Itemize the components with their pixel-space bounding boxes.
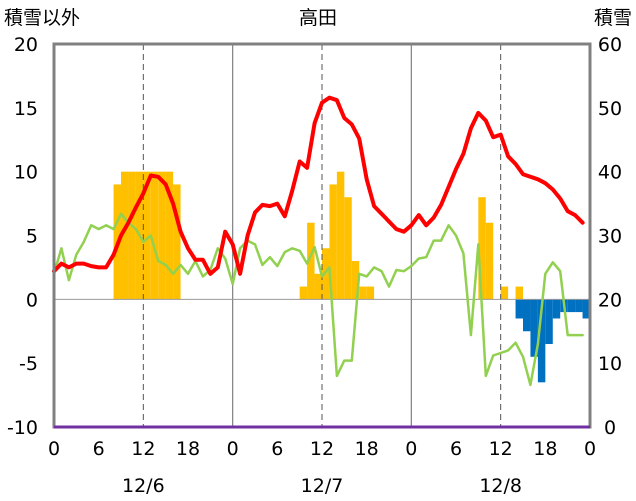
right-tick-label: 40 (598, 162, 622, 184)
orange-bar (121, 171, 129, 300)
orange-bar (478, 197, 486, 300)
x-tick-label: 18 (533, 438, 557, 460)
orange-bar (299, 286, 308, 300)
x-tick-label: 6 (93, 438, 105, 460)
blue-bar (582, 299, 590, 319)
left-tick-label: -5 (19, 353, 38, 375)
frame-layer (52, 42, 592, 429)
x-tick-label: 12 (489, 438, 513, 460)
day-label: 12/7 (301, 475, 344, 497)
blue-bar (537, 299, 546, 383)
orange-bar (329, 184, 337, 300)
orange-bar (351, 261, 360, 300)
x-tick-label: 12 (131, 438, 155, 460)
orange-bar (359, 286, 367, 300)
left-tick-label: 0 (26, 289, 38, 311)
blue-bar (523, 299, 531, 332)
blue-bar (575, 299, 583, 313)
right-tick-label: 0 (604, 417, 616, 439)
orange-bar (344, 197, 352, 300)
day-label: 12/8 (479, 475, 522, 497)
day-label: 12/6 (122, 475, 165, 497)
x-tick-label: 0 (584, 438, 596, 460)
orange-bar (336, 171, 345, 300)
x-tick-label: 0 (405, 438, 417, 460)
x-tick-label: 0 (48, 438, 60, 460)
left-tick-label: 10 (14, 162, 38, 184)
orange-bar (515, 286, 523, 300)
right-tick-label: 20 (598, 289, 622, 311)
x-tick-label: 18 (355, 438, 379, 460)
orange-bar (150, 171, 159, 300)
x-tick-label: 6 (271, 438, 283, 460)
x-tick-label: 0 (227, 438, 239, 460)
right-tick-label: 60 (598, 34, 622, 56)
lines-layer (52, 95, 585, 387)
orange-bar (165, 171, 174, 300)
x-tick-label: 18 (176, 438, 200, 460)
blue-bar (567, 299, 576, 313)
orange-bar (173, 184, 181, 300)
orange-bar (500, 286, 509, 300)
orange-bar (366, 286, 375, 300)
left-tick-label: 5 (26, 226, 38, 248)
right-tick-label: 10 (598, 353, 622, 375)
left-tick-label: 20 (14, 34, 38, 56)
orange-bar (143, 171, 151, 300)
orange-bar (128, 171, 136, 300)
left-tick-label: 15 (14, 98, 38, 120)
blue-bar (552, 299, 561, 319)
orange-bar (307, 222, 315, 300)
blue-bar (530, 299, 538, 357)
x-tick-label: 6 (450, 438, 462, 460)
right-axis-title: 積雪 (594, 7, 632, 29)
right-tick-label: 50 (598, 98, 622, 120)
left-tick-label: -10 (7, 417, 38, 439)
blue-bar (515, 299, 523, 319)
blue-bar (545, 299, 553, 345)
orange-bar (158, 171, 166, 300)
green-series-line (52, 212, 584, 387)
chart-title: 高田 (299, 7, 337, 29)
red-series-line (52, 95, 585, 276)
x-tick-label: 12 (310, 438, 334, 460)
orange-bar (314, 273, 322, 300)
right-tick-label: 30 (598, 226, 622, 248)
orange-bar (485, 222, 494, 300)
left-axis-title: 積雪以外 (4, 7, 80, 29)
